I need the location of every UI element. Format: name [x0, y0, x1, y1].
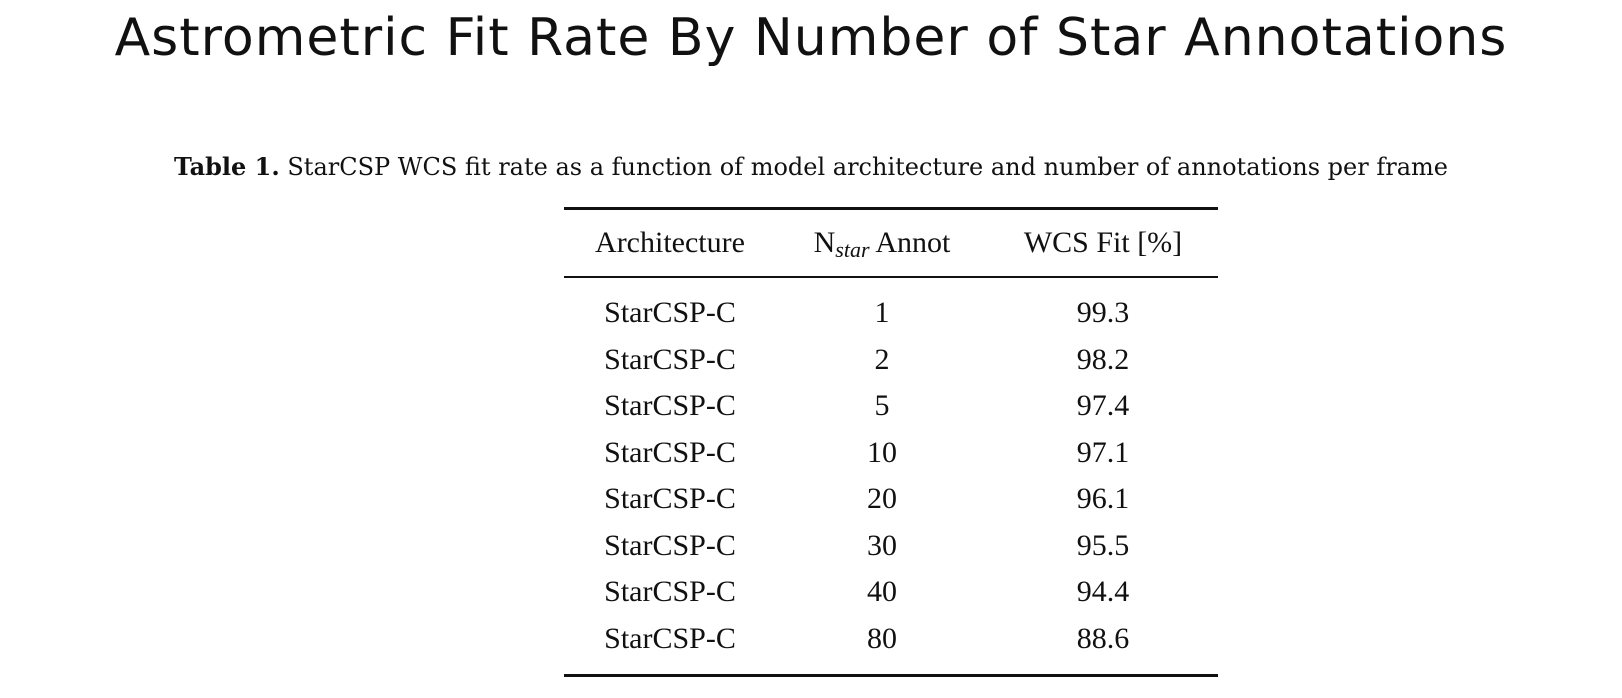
caption-text: StarCSP WCS fit rate as a function of mo…: [287, 153, 1448, 181]
cell-wcs-fit: 97.1: [1076, 435, 1130, 469]
table-row: StarCSP-C 2 98.2: [564, 337, 1218, 384]
table-row: StarCSP-C 20 96.1: [564, 476, 1218, 523]
header-n-subscript: star: [835, 237, 870, 262]
cell-architecture: StarCSP-C: [604, 575, 736, 609]
cell-n-annot: 40: [867, 575, 897, 609]
cell-n-annot: 20: [867, 482, 897, 516]
cell-wcs-fit: 97.4: [1076, 389, 1130, 423]
page-title: Astrometric Fit Rate By Number of Star A…: [114, 8, 1508, 68]
cell-architecture: StarCSP-C: [604, 621, 736, 655]
cell-n-annot: 80: [867, 621, 897, 655]
table-row: StarCSP-C 5 97.4: [564, 383, 1218, 430]
results-table-container: Architecture Nstar Annot WCS Fit [%] Sta…: [564, 207, 1218, 677]
table-row: StarCSP-C 30 95.5: [564, 523, 1218, 570]
cell-architecture: StarCSP-C: [604, 296, 736, 330]
caption-label: Table 1.: [174, 152, 280, 181]
cell-architecture: StarCSP-C: [604, 528, 736, 562]
header-wcs-fit: WCS Fit [%]: [1023, 226, 1183, 259]
cell-wcs-fit: 98.2: [1076, 342, 1130, 376]
cell-wcs-fit: 99.3: [1076, 296, 1130, 330]
cell-architecture: StarCSP-C: [604, 342, 736, 376]
table-caption: Table 1. StarCSP WCS fit rate as a funct…: [0, 150, 1622, 184]
cell-architecture: StarCSP-C: [604, 482, 736, 516]
cell-n-annot: 30: [867, 528, 897, 562]
header-n-main: N: [813, 226, 836, 259]
cell-n-annot: 1: [874, 296, 890, 330]
cell-n-annot: 5: [874, 389, 890, 423]
header-n-star-annot: Nstar Annot: [776, 209, 988, 278]
cell-wcs-fit: 88.6: [1076, 621, 1130, 655]
header-architecture: Architecture: [595, 226, 745, 259]
cell-wcs-fit: 95.5: [1076, 528, 1130, 562]
cell-architecture: StarCSP-C: [604, 389, 736, 423]
table-row: StarCSP-C 80 88.6: [564, 616, 1218, 676]
cell-wcs-fit: 96.1: [1076, 482, 1130, 516]
header-n-suffix: Annot: [869, 226, 951, 259]
table-row: StarCSP-C 10 97.1: [564, 430, 1218, 477]
cell-wcs-fit: 94.4: [1076, 575, 1130, 609]
cell-n-annot: 10: [867, 435, 897, 469]
table-row: StarCSP-C 1 99.3: [564, 277, 1218, 337]
cell-n-annot: 2: [874, 342, 890, 376]
table-row: StarCSP-C 40 94.4: [564, 569, 1218, 616]
results-table: Architecture Nstar Annot WCS Fit [%] Sta…: [564, 207, 1218, 677]
cell-architecture: StarCSP-C: [604, 435, 736, 469]
table-header-row: Architecture Nstar Annot WCS Fit [%]: [564, 208, 1218, 278]
